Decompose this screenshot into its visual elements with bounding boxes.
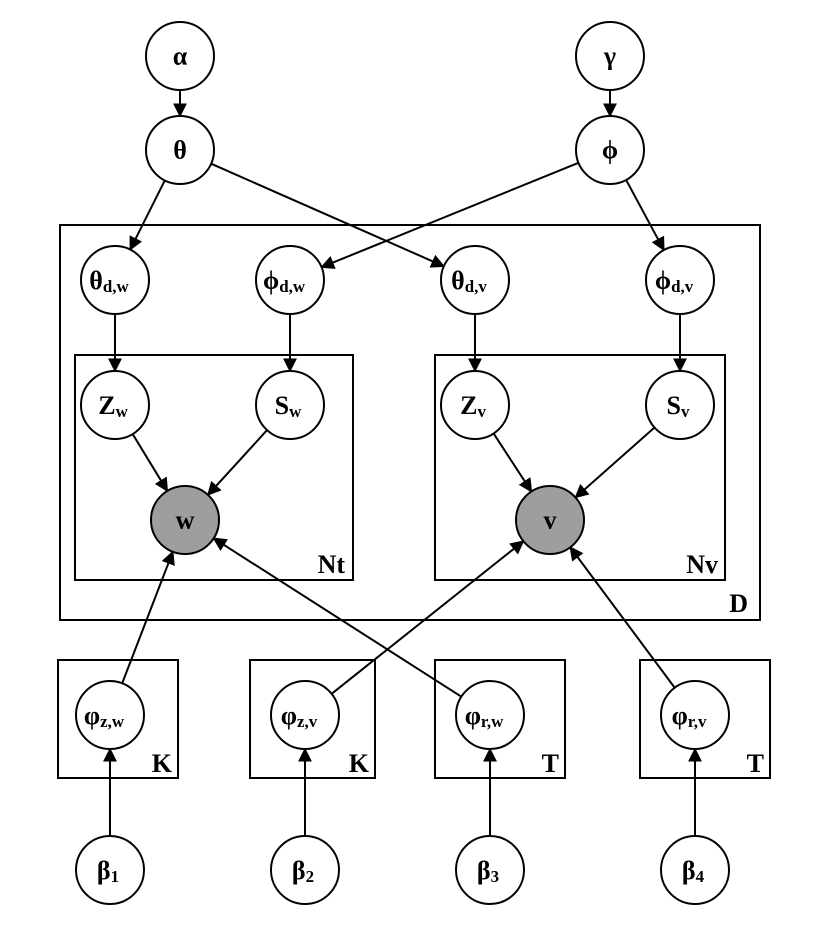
- node-phi_dv: ϕd,v: [646, 246, 714, 314]
- node-phi_rw: φr,w: [456, 681, 524, 749]
- node-label-phi: ϕ: [602, 136, 618, 165]
- node-beta1: β1: [76, 836, 144, 904]
- plate-label-D: D: [729, 589, 748, 618]
- plate-label-K2: K: [349, 749, 370, 778]
- edge-theta-theta_dv: [211, 164, 444, 267]
- node-beta3: β3: [456, 836, 524, 904]
- node-label-v: v: [544, 506, 557, 535]
- node-phi_zv: φz,v: [271, 681, 339, 749]
- node-label-theta: θ: [173, 136, 187, 165]
- nodes-layer: α γ θ ϕ θd,w ϕd,w θd,v ϕd,v Zw Sw Zv Sv w v φz,w φz,v φr…: [76, 22, 729, 904]
- node-label-gamma: γ: [603, 42, 616, 71]
- plate-label-K1: K: [152, 749, 173, 778]
- node-phi_rv: φr,v: [661, 681, 729, 749]
- plate-label-T2: T: [747, 749, 764, 778]
- node-phi: ϕ: [576, 116, 644, 184]
- plate-diagram: D Nt Nv K K T Tα γ θ ϕ θd,w ϕd,w θd,v ϕd,v Zw Sw Zv Sv w v φ…: [0, 0, 827, 925]
- node-theta_dw: θd,w: [81, 246, 149, 314]
- edges-layer: [110, 90, 695, 836]
- node-Sv: Sv: [646, 371, 714, 439]
- node-label-alpha: α: [173, 42, 188, 71]
- node-theta: θ: [146, 116, 214, 184]
- edge-phi-phi_dw: [321, 163, 578, 267]
- node-alpha: α: [146, 22, 214, 90]
- node-w: w: [151, 486, 219, 554]
- edge-phi_zv-v: [332, 541, 524, 694]
- node-phi_zw: φz,w: [76, 681, 144, 749]
- node-Zw: Zw: [81, 371, 149, 439]
- node-phi_dw: ϕd,w: [256, 246, 324, 314]
- plate-label-T1: T: [542, 749, 559, 778]
- edge-phi_zw-w: [122, 552, 173, 684]
- node-beta4: β4: [661, 836, 729, 904]
- node-beta2: β2: [271, 836, 339, 904]
- plate-label-Nt: Nt: [318, 550, 346, 579]
- node-Sw: Sw: [256, 371, 324, 439]
- edge-Sw-w: [208, 430, 267, 495]
- node-gamma: γ: [576, 22, 644, 90]
- edge-phi_rv-v: [570, 547, 674, 687]
- node-label-w: w: [176, 506, 195, 535]
- edge-Zw-w: [133, 434, 168, 491]
- edge-theta-theta_dw: [130, 180, 165, 249]
- node-Zv: Zv: [441, 371, 509, 439]
- node-v: v: [516, 486, 584, 554]
- edge-Sv-v: [575, 428, 654, 498]
- plate-label-Nv: Nv: [686, 550, 718, 579]
- node-theta_dv: θd,v: [441, 246, 509, 314]
- edge-Zv-v: [494, 433, 532, 491]
- edge-phi-phi_dv: [626, 180, 664, 250]
